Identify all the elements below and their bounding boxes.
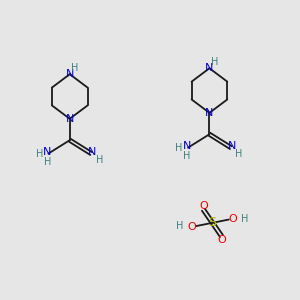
- Text: H: H: [36, 149, 43, 159]
- Text: H: H: [211, 57, 218, 67]
- Text: O: O: [199, 201, 208, 211]
- Text: O: O: [229, 214, 238, 224]
- Text: H: H: [44, 157, 51, 167]
- Text: O: O: [217, 235, 226, 245]
- Text: N: N: [66, 114, 74, 124]
- Text: H: H: [96, 155, 103, 165]
- Text: N: N: [205, 63, 214, 73]
- Text: O: O: [187, 222, 196, 232]
- Text: H: H: [176, 221, 183, 231]
- Text: H: H: [236, 149, 243, 159]
- Text: N: N: [43, 147, 52, 158]
- Text: N: N: [227, 141, 236, 152]
- Text: H: H: [71, 63, 79, 73]
- Text: H: H: [184, 151, 191, 161]
- Text: N: N: [66, 69, 74, 79]
- Text: H: H: [242, 214, 249, 224]
- Text: H: H: [176, 143, 183, 153]
- Text: N: N: [205, 108, 214, 118]
- Text: N: N: [88, 147, 96, 158]
- Text: N: N: [183, 141, 191, 152]
- Text: S: S: [208, 216, 216, 229]
